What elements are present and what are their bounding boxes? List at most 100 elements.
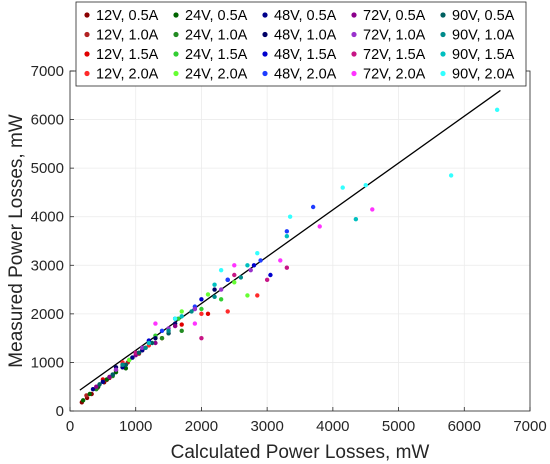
y-tick-label: 2000 xyxy=(31,306,64,323)
y-tick-label: 6000 xyxy=(31,112,64,129)
data-point xyxy=(245,263,250,268)
x-tick-label: 0 xyxy=(66,418,74,435)
data-point xyxy=(287,214,293,219)
y-tick-label: 7000 xyxy=(31,63,64,80)
legend-label: 12V, 1.5A xyxy=(96,47,159,63)
legend-box xyxy=(75,1,527,87)
data-point xyxy=(248,267,253,273)
data-point xyxy=(363,182,368,188)
data-point xyxy=(199,311,204,317)
legend: 12V, 0.5A 12V, 1.0A 12V, 1.5A 12V, 2.0A 24V,… xyxy=(75,1,527,87)
legend-label: 24V, 0.5A xyxy=(185,8,248,24)
data-point xyxy=(205,311,211,317)
legend-marker xyxy=(440,51,446,57)
legend-marker xyxy=(351,31,357,38)
legend-marker xyxy=(440,70,446,77)
legend-label: 90V, 1.0A xyxy=(452,28,515,44)
y-tick-label: 3000 xyxy=(31,257,64,274)
data-point xyxy=(494,107,500,113)
data-point xyxy=(340,185,345,190)
data-point xyxy=(255,293,260,298)
data-point xyxy=(120,362,125,368)
data-point xyxy=(172,316,178,321)
data-point xyxy=(166,328,171,334)
data-point xyxy=(123,362,129,368)
data-point xyxy=(110,372,115,377)
data-point xyxy=(192,306,198,312)
legend-label: 72V, 0.5A xyxy=(363,8,426,24)
data-point xyxy=(225,277,230,283)
legend-label: 48V, 1.0A xyxy=(274,28,337,44)
data-point xyxy=(268,272,273,278)
x-tick-label: 2000 xyxy=(185,418,218,435)
legend-label: 48V, 2.0A xyxy=(274,67,337,83)
data-point xyxy=(84,393,89,398)
data-point xyxy=(353,216,359,222)
data-point xyxy=(218,297,224,302)
legend-label: 72V, 1.0A xyxy=(363,28,426,44)
data-point xyxy=(133,350,138,355)
data-point xyxy=(212,282,217,287)
y-axis-label: Measured Power Losses, mW xyxy=(6,114,27,367)
legend-marker xyxy=(173,70,179,77)
data-point xyxy=(218,267,224,273)
y-tick-label: 0 xyxy=(56,403,64,420)
data-point xyxy=(176,316,181,321)
data-point xyxy=(232,263,237,268)
legend-label: 24V, 2.0A xyxy=(185,67,248,83)
legend-label: 24V, 1.0A xyxy=(185,28,248,44)
data-point xyxy=(245,293,250,298)
legend-marker xyxy=(351,12,357,18)
legend-marker xyxy=(262,51,268,57)
x-tick-label: 3000 xyxy=(250,418,283,435)
data-point xyxy=(284,265,290,270)
data-point xyxy=(199,297,204,302)
data-point xyxy=(153,321,158,326)
data-point xyxy=(258,258,263,263)
data-point xyxy=(153,335,158,341)
data-point xyxy=(199,335,204,341)
data-point xyxy=(130,355,135,360)
x-tick-label: 1000 xyxy=(119,418,152,435)
legend-marker xyxy=(262,12,268,18)
data-point xyxy=(218,287,224,292)
data-point xyxy=(172,323,178,329)
legend-marker xyxy=(84,51,90,57)
data-point xyxy=(159,328,165,334)
data-point xyxy=(100,379,106,385)
x-axis-label: Calculated Power Losses, mW xyxy=(171,442,430,463)
legend-label: 12V, 2.0A xyxy=(96,67,159,83)
data-point xyxy=(448,173,454,178)
legend-marker xyxy=(262,31,268,38)
data-point xyxy=(192,321,198,326)
x-tick-label: 4000 xyxy=(316,418,349,435)
data-point xyxy=(126,357,132,363)
legend-label: 12V, 0.5A xyxy=(96,8,159,24)
data-point xyxy=(205,292,211,297)
data-point xyxy=(264,277,270,283)
x-tick-label: 6000 xyxy=(448,418,481,435)
legend-label: 90V, 1.5A xyxy=(452,47,515,63)
data-point xyxy=(136,350,142,355)
legend-marker xyxy=(173,31,179,38)
legend-label: 24V, 1.5A xyxy=(185,47,248,63)
data-point xyxy=(179,328,184,334)
legend-marker xyxy=(351,70,357,77)
data-point xyxy=(317,224,322,229)
legend-marker xyxy=(84,31,90,38)
x-axis-ticks: 0 1000 2000 3000 4000 5000 6000 7000 xyxy=(66,407,547,435)
legend-label: 72V, 1.5A xyxy=(363,47,426,63)
y-axis-ticks: 0 1000 2000 3000 4000 5000 6000 7000 xyxy=(31,63,74,420)
fit-line xyxy=(79,89,501,391)
x-tick-label: 5000 xyxy=(382,418,415,435)
legend-label: 72V, 2.0A xyxy=(363,67,426,83)
data-point xyxy=(232,280,237,285)
data-point xyxy=(284,233,290,239)
legend-label: 48V, 1.5A xyxy=(274,47,337,63)
legend-marker xyxy=(262,70,268,77)
legend-marker xyxy=(351,51,357,57)
legend-marker xyxy=(173,51,179,57)
data-point xyxy=(212,287,217,292)
legend-marker xyxy=(173,12,179,18)
